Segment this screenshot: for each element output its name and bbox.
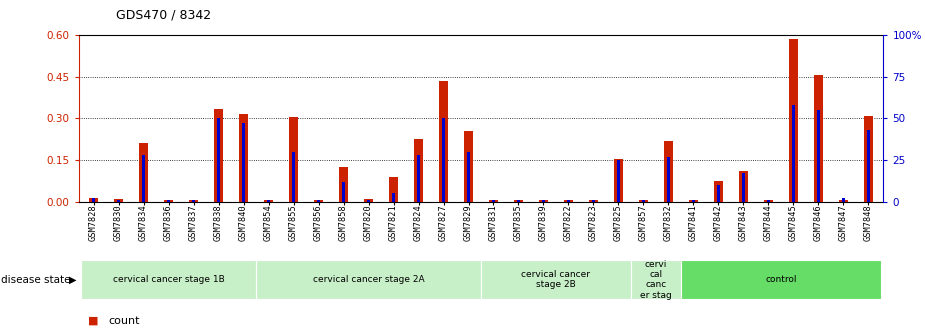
Bar xyxy=(89,198,98,202)
Bar xyxy=(792,105,795,202)
Bar xyxy=(81,260,256,299)
Bar xyxy=(217,119,220,202)
Bar xyxy=(417,155,420,202)
Bar xyxy=(714,181,723,202)
Bar xyxy=(314,200,324,202)
Bar xyxy=(692,200,695,202)
Bar xyxy=(317,200,320,202)
Bar xyxy=(542,200,545,202)
Text: cervi
cal
canc
er stag: cervi cal canc er stag xyxy=(640,260,672,300)
Bar xyxy=(189,200,198,202)
Bar xyxy=(613,159,623,202)
Bar xyxy=(638,200,648,202)
Bar xyxy=(239,114,248,202)
Bar xyxy=(481,260,631,299)
Bar xyxy=(364,199,374,202)
Bar xyxy=(563,200,573,202)
Bar xyxy=(839,200,848,202)
Bar xyxy=(256,260,481,299)
Bar xyxy=(817,110,820,202)
Bar xyxy=(292,152,295,202)
Text: ▶: ▶ xyxy=(69,275,77,285)
Bar xyxy=(117,200,120,202)
Bar xyxy=(467,152,470,202)
Text: cervical cancer stage 1B: cervical cancer stage 1B xyxy=(113,275,225,284)
Bar xyxy=(538,200,549,202)
Bar xyxy=(689,200,698,202)
Text: GDS470 / 8342: GDS470 / 8342 xyxy=(116,8,211,22)
Bar xyxy=(142,155,145,202)
Bar xyxy=(867,130,870,202)
Bar xyxy=(463,131,474,202)
Bar xyxy=(413,139,424,202)
Bar xyxy=(164,200,173,202)
Text: ■: ■ xyxy=(88,316,98,326)
Bar xyxy=(264,200,273,202)
Bar xyxy=(664,140,673,202)
Bar xyxy=(631,260,681,299)
Bar xyxy=(339,167,349,202)
Text: cervical cancer
stage 2B: cervical cancer stage 2B xyxy=(522,270,590,289)
Bar xyxy=(267,200,270,202)
Bar xyxy=(588,200,598,202)
Bar xyxy=(667,157,670,202)
Text: cervical cancer stage 2A: cervical cancer stage 2A xyxy=(313,275,425,284)
Bar xyxy=(513,200,524,202)
Bar xyxy=(388,177,399,202)
Bar xyxy=(681,260,881,299)
Bar xyxy=(864,116,873,202)
Bar xyxy=(342,182,345,202)
Bar xyxy=(492,200,495,202)
Text: disease state: disease state xyxy=(1,275,70,285)
Bar xyxy=(764,200,773,202)
Bar xyxy=(814,76,823,202)
Bar xyxy=(742,173,745,202)
Bar xyxy=(92,198,95,202)
Bar xyxy=(789,39,798,202)
Bar xyxy=(488,200,499,202)
Text: control: control xyxy=(765,275,796,284)
Text: count: count xyxy=(108,316,140,326)
Bar xyxy=(739,171,748,202)
Bar xyxy=(567,200,570,202)
Bar xyxy=(167,200,170,202)
Bar xyxy=(114,199,123,202)
Bar xyxy=(192,200,195,202)
Bar xyxy=(717,185,720,202)
Bar xyxy=(592,200,595,202)
Bar xyxy=(517,200,520,202)
Bar xyxy=(242,123,245,202)
Bar xyxy=(842,198,845,202)
Bar xyxy=(392,193,395,202)
Bar xyxy=(289,117,298,202)
Bar xyxy=(767,200,770,202)
Bar xyxy=(617,160,620,202)
Bar xyxy=(214,109,223,202)
Bar xyxy=(438,81,449,202)
Bar xyxy=(139,143,148,202)
Bar xyxy=(442,119,445,202)
Bar xyxy=(367,200,370,202)
Bar xyxy=(642,200,645,202)
